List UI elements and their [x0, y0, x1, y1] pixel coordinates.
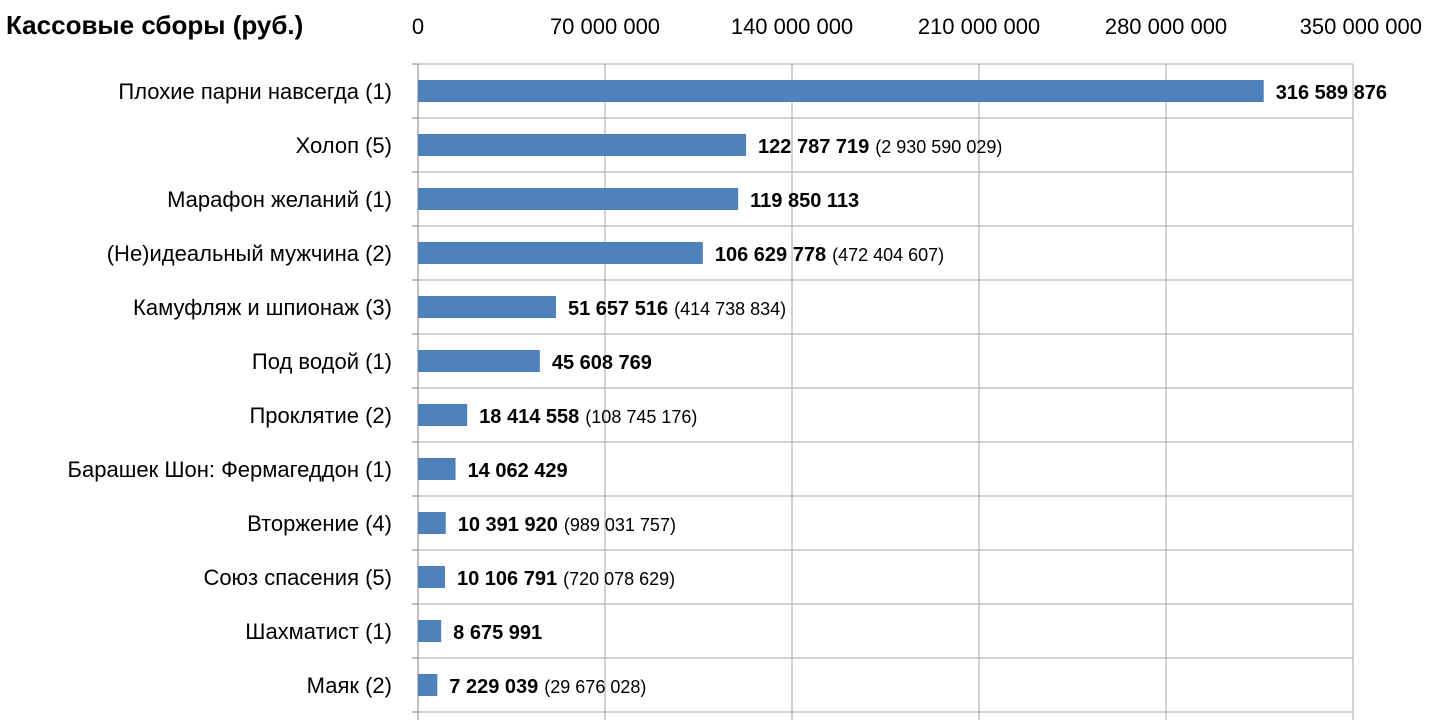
data-label: 106 629 778 (472 404 607): [715, 244, 944, 266]
x-tick-label: 210 000 000: [918, 14, 1040, 39]
value-label: 119 850 113: [750, 190, 859, 212]
chart-title: Кассовые сборы (руб.): [6, 10, 303, 40]
total-label: (720 078 629): [563, 569, 675, 589]
bar: [418, 404, 468, 426]
bar: [418, 80, 1264, 102]
bar: [418, 350, 540, 372]
x-tick-label: 140 000 000: [731, 14, 853, 39]
category-label: Плохие парни навсегда (1): [118, 79, 392, 104]
category-label: Проклятие (2): [249, 403, 392, 428]
category-label: Холоп (5): [296, 133, 392, 158]
value-label: 18 414 558: [479, 406, 579, 428]
data-label: 45 608 769: [552, 352, 652, 374]
bar: [418, 242, 703, 264]
data-label: 18 414 558 (108 745 176): [479, 406, 697, 428]
bar: [418, 512, 446, 534]
data-label: 119 850 113: [750, 190, 859, 212]
value-label: 316 589 876: [1276, 82, 1387, 104]
data-label: 51 657 516 (414 738 834): [568, 298, 786, 320]
category-label: Под водой (1): [252, 349, 392, 374]
gridlines: [412, 63, 1354, 720]
data-label: 122 787 719 (2 930 590 029): [758, 136, 1002, 158]
data-label: 14 062 429: [468, 460, 568, 482]
x-tick-label: 280 000 000: [1105, 14, 1227, 39]
category-label: Маяк (2): [307, 673, 392, 698]
category-labels: Плохие парни навсегда (1) Холоп (5) Марафо…: [68, 79, 392, 698]
total-label: (989 031 757): [564, 515, 676, 535]
data-labels: 316 589 876 122 787 719 (2 930 590 029) 119…: [449, 82, 1387, 698]
bar: [418, 674, 438, 696]
data-label: 7 229 039 (29 676 028): [449, 676, 646, 698]
value-label: 8 675 991: [453, 622, 542, 644]
value-label: 14 062 429: [468, 460, 568, 482]
value-label: 122 787 719: [758, 136, 869, 158]
x-tick-label: 0: [412, 14, 424, 39]
value-label: 45 608 769: [552, 352, 652, 374]
value-label: 7 229 039: [449, 676, 538, 698]
total-label: (29 676 028): [544, 677, 646, 697]
bar: [418, 620, 442, 642]
data-label: 8 675 991: [453, 622, 542, 644]
category-label: Барашек Шон: Фермагеддон (1): [68, 457, 392, 482]
data-label: 10 106 791 (720 078 629): [457, 568, 675, 590]
value-label: 10 106 791: [457, 568, 557, 590]
bar: [418, 134, 747, 156]
bar: [418, 458, 456, 480]
total-label: (2 930 590 029): [875, 137, 1002, 157]
x-tick-label: 350 000 000: [1300, 14, 1422, 39]
bars: [418, 80, 1264, 696]
category-label: (Не)идеальный мужчина (2): [107, 241, 392, 266]
category-label: Союз спасения (5): [203, 565, 392, 590]
category-label: Камуфляж и шпионаж (3): [133, 295, 392, 320]
bar: [418, 188, 739, 210]
value-label: 10 391 920: [458, 514, 558, 536]
total-label: (472 404 607): [832, 245, 944, 265]
category-label: Шахматист (1): [245, 619, 392, 644]
data-label: 10 391 920 (989 031 757): [458, 514, 676, 536]
total-label: (414 738 834): [674, 299, 786, 319]
category-label: Марафон желаний (1): [167, 187, 392, 212]
category-label: Вторжение (4): [247, 511, 392, 536]
data-label: 316 589 876: [1276, 82, 1387, 104]
x-tick-label: 70 000 000: [550, 14, 660, 39]
x-axis-ticks: 0 70 000 000 140 000 000 210 000 000 280 000…: [412, 14, 1422, 39]
bar: [418, 566, 445, 588]
value-label: 106 629 778: [715, 244, 826, 266]
total-label: (108 745 176): [585, 407, 697, 427]
value-label: 51 657 516: [568, 298, 668, 320]
bar: [418, 296, 556, 318]
